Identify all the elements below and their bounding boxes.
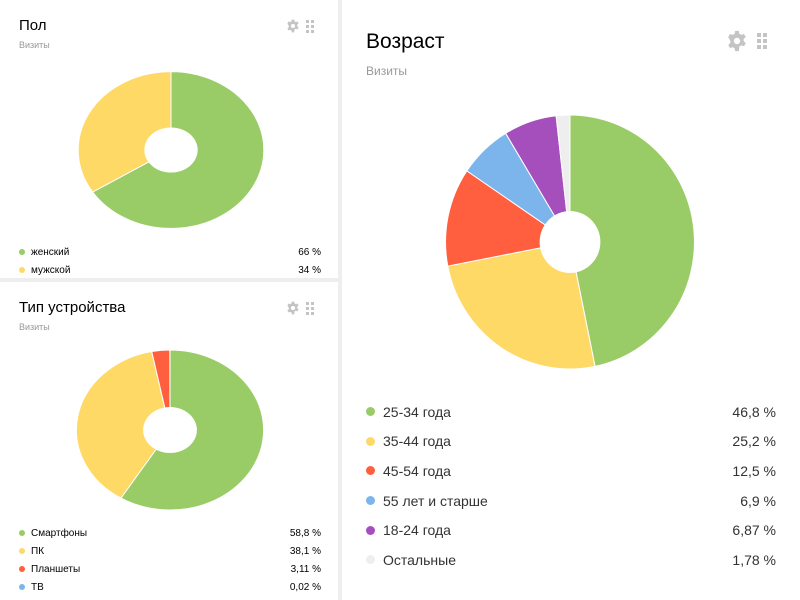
legend-item[interactable]: Остальные 1,78 % [366,545,776,575]
legend-value: 3,11 % [290,563,321,575]
device-widget: Тип устройства Визиты Смартфоны 58,8 % ПК 3… [0,282,338,600]
legend-dot [19,530,25,536]
gear-icon[interactable] [286,19,300,33]
legend-dot [19,584,25,590]
legend-dot [366,466,375,476]
legend-label: женский [31,246,70,258]
gender-legend: женский 66 % мужской 34 % [19,243,321,279]
legend-label: 45-54 года [383,462,451,479]
widget-title: Возраст [366,30,445,53]
widget-subtitle: Визиты [19,322,50,332]
legend-item[interactable]: ПК 38,1 % [19,542,321,560]
widget-subtitle: Визиты [19,40,50,50]
legend-item[interactable]: 45-54 года 12,5 % [366,456,776,486]
legend-item[interactable]: 18-24 года 6,87 % [366,515,776,545]
legend-item[interactable]: ТВ 0,02 % [19,578,321,596]
legend-item[interactable]: мужской 34 % [19,261,321,279]
legend-label: 18-24 года [383,522,451,539]
legend-value: 12,5 % [732,462,776,479]
pie-slice-1[interactable] [447,241,596,370]
legend-value: 25,2 % [732,433,776,450]
legend-value: 6,87 % [732,522,776,539]
legend-dot [366,436,375,446]
legend-item[interactable]: Смартфоны 58,8 % [19,524,321,542]
legend-value: 6,9 % [740,492,776,509]
legend-label: Планшеты [31,563,81,575]
legend-value: 46,8 % [732,403,776,420]
legend-dot [366,496,375,506]
legend-dot [19,566,25,572]
pie-center-hole [539,211,601,273]
gender-pie-chart [77,71,265,229]
pie-center-hole [144,127,198,173]
widget-subtitle: Визиты [366,64,408,78]
widget-controls [286,301,314,315]
pie-slice-2[interactable] [445,170,572,267]
pie-slice-5[interactable] [555,114,571,243]
legend-dot [19,249,25,255]
legend-value: 58,8 % [289,527,321,539]
age-widget: Возраст Визиты 25-34 года 46,8 % 35-44 год… [342,0,800,600]
legend-value: 34 % [298,264,321,276]
legend-item[interactable]: женский 66 % [19,243,321,261]
legend-label: 55 лет и старше [383,492,488,509]
legend-value: 38,1 % [289,545,321,557]
pie-slice-1[interactable] [77,71,172,193]
legend-item[interactable]: 25-34 года 46,8 % [366,397,776,427]
gear-icon[interactable] [286,301,300,315]
legend-dot [366,407,375,417]
legend-label: Остальные [383,551,456,568]
legend-label: ПК [31,545,45,557]
legend-label: мужской [31,264,71,276]
drag-handle-icon[interactable] [306,19,314,33]
legend-value: 1,78 % [732,551,776,568]
legend-value: 0,02 % [289,581,321,593]
legend-dot [19,267,25,273]
legend-item[interactable]: 35-44 года 25,2 % [366,427,776,457]
pie-slice-0[interactable] [569,114,695,367]
drag-handle-icon[interactable] [306,301,314,315]
gear-icon[interactable] [726,30,748,52]
widget-controls [726,30,767,52]
legend-value: 66 % [298,246,321,258]
age-legend: 25-34 года 46,8 % 35-44 года 25,2 % 45-54 го… [366,397,776,575]
legend-label: 35-44 года [383,433,451,450]
legend-dot [366,555,375,565]
legend-label: ТВ [31,581,44,593]
device-pie-chart [75,349,265,511]
legend-dot [366,525,375,535]
widget-title: Тип устройства [19,299,126,316]
drag-handle-icon[interactable] [757,33,767,49]
legend-item[interactable]: Планшеты 3,11 % [19,560,321,578]
pie-slice-1[interactable] [75,350,171,499]
legend-label: 25-34 года [383,403,451,420]
device-legend: Смартфоны 58,8 % ПК 38,1 % Планшеты 3,11 % ТВ 0… [19,524,321,596]
legend-dot [19,548,25,554]
legend-label: Смартфоны [31,527,88,539]
widget-controls [286,19,314,33]
widget-title: Пол [19,17,47,34]
pie-center-hole [143,407,197,453]
age-pie-chart [445,114,695,370]
gender-widget: Пол Визиты женский 66 % мужской 34 % [0,0,338,278]
legend-item[interactable]: 55 лет и старше 6,9 % [366,486,776,516]
